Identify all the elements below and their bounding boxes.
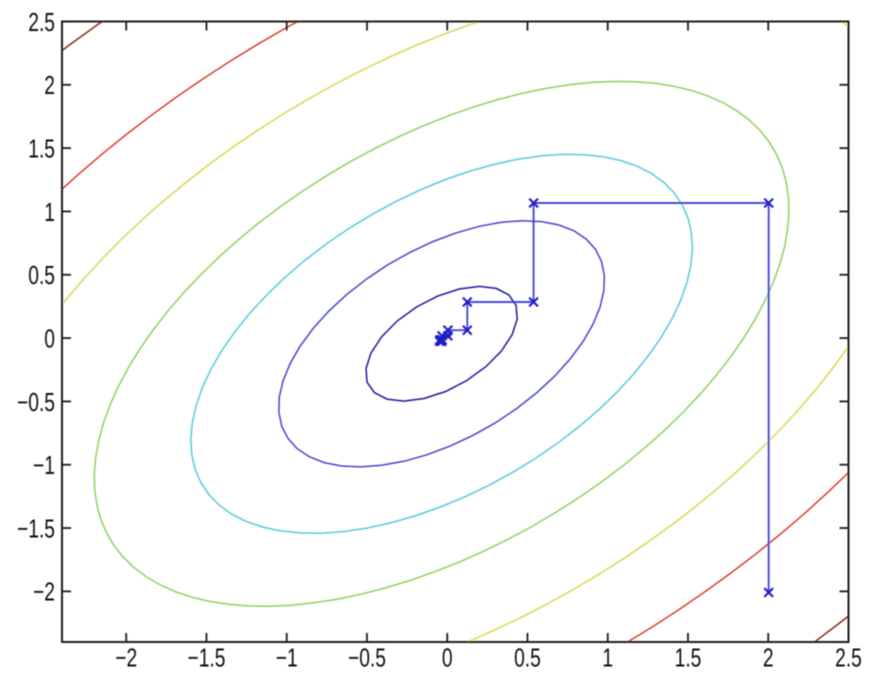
y-tick-label: −1: [33, 450, 55, 480]
y-tick-label: 2.5: [28, 7, 55, 37]
axis-ticks: [62, 20, 850, 642]
x-tick-label: −1: [276, 643, 298, 673]
x-marker: [528, 296, 539, 308]
x-tick-label: 2.5: [835, 643, 862, 673]
y-tick-label: −0.5: [17, 387, 55, 417]
y-tick-label: 1.5: [28, 134, 55, 164]
x-tick-label: −2: [115, 643, 137, 673]
y-tick-label: 2: [44, 70, 55, 100]
x-tick-label: 0: [442, 643, 453, 673]
circle-marker: [442, 330, 452, 339]
contour-level-3: [190, 153, 694, 534]
y-tick-label: −1.5: [17, 514, 55, 544]
axes-box: [61, 20, 850, 643]
descent-path-group: [434, 197, 774, 598]
x-tick-label: −1.5: [187, 643, 225, 673]
x-marker: [462, 325, 473, 336]
x-tick-label: 2: [763, 643, 774, 673]
x-tick-label: 1: [602, 643, 613, 673]
contour-level-1: [365, 285, 518, 402]
y-tick-label: −2: [33, 577, 55, 607]
y-tick-label: 0: [44, 324, 55, 354]
contour-level-4: [93, 80, 790, 607]
x-tick-label: 0.5: [514, 643, 541, 673]
x-marker: [528, 197, 539, 209]
x-tick-label: 1.5: [675, 643, 702, 673]
x-marker: [763, 587, 774, 598]
x-tick-label: −0.5: [348, 643, 386, 673]
y-tick-labels: −2 −1.5 −1 −0.5 0 0.5 1 1.5 2 2.5: [17, 7, 55, 606]
y-tick-label: 0.5: [28, 260, 55, 290]
x-tick-labels: −2 −1.5 −1 −0.5 0 0.5 1 1.5 2 2.5: [115, 643, 862, 673]
x-marker: [436, 336, 447, 347]
y-tick-label: 1: [44, 197, 55, 227]
x-marker: [763, 197, 774, 209]
x-marker: [462, 296, 473, 308]
descent-path-markers: [434, 197, 774, 598]
contour-level-2: [278, 219, 606, 468]
